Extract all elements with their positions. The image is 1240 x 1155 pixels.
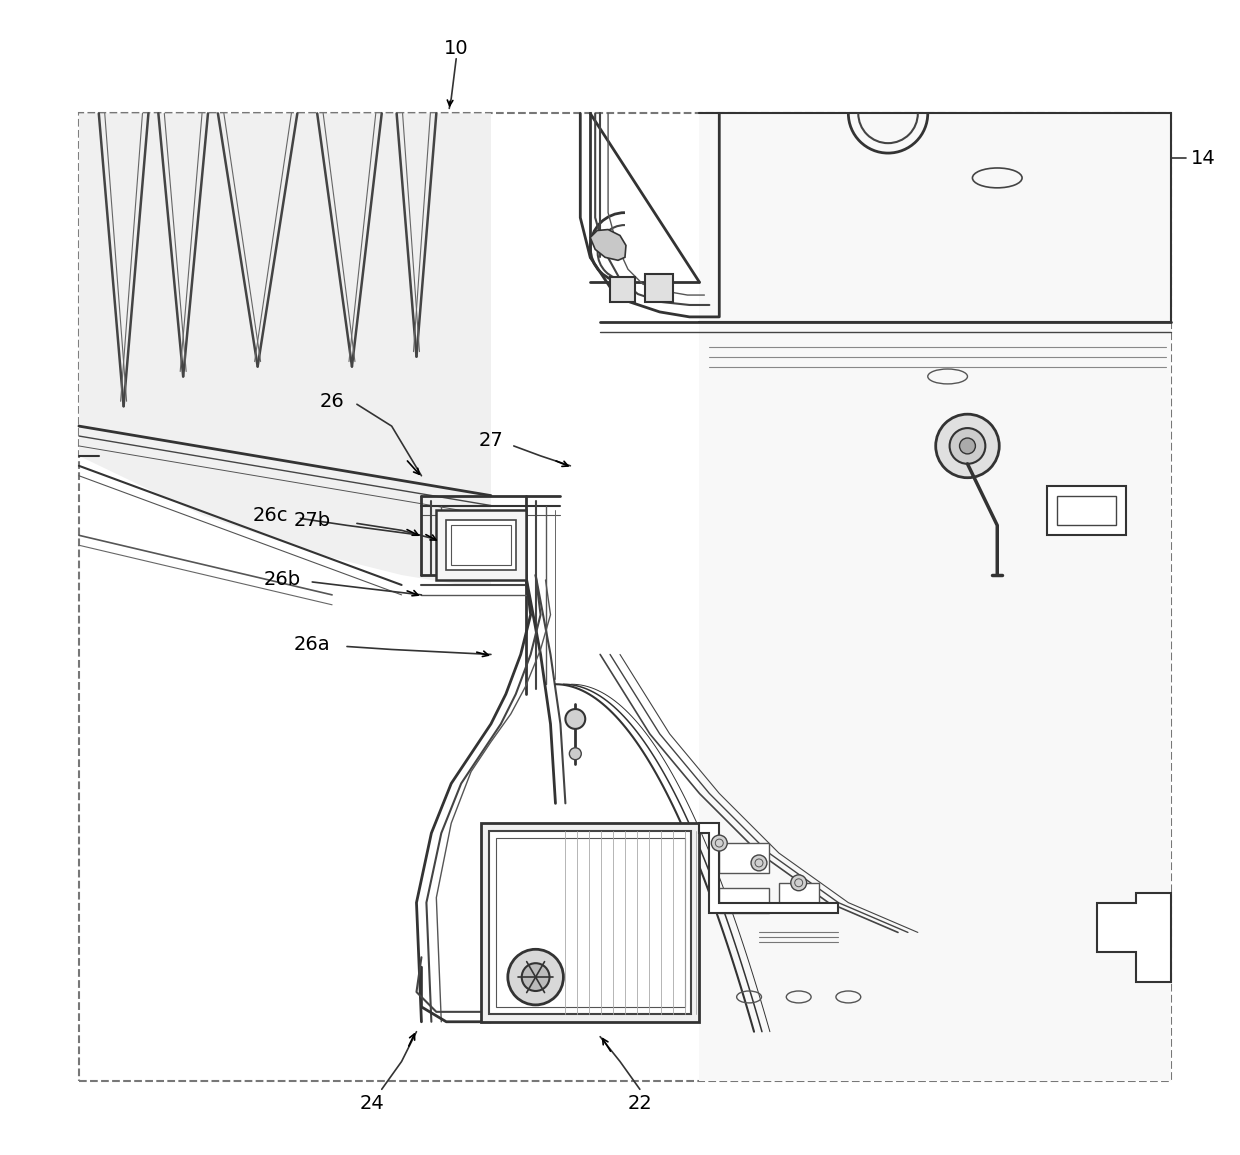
Bar (446, 521, 516, 571)
Bar (779, 882, 818, 903)
Bar (489, 832, 692, 1014)
Text: 26a: 26a (294, 635, 331, 654)
Bar (1047, 485, 1126, 535)
Bar (481, 824, 699, 1022)
Circle shape (751, 855, 766, 871)
Bar (79, 113, 1171, 1081)
Text: 26: 26 (320, 392, 345, 411)
Bar (451, 526, 511, 565)
Polygon shape (699, 824, 838, 912)
Circle shape (508, 949, 563, 1005)
Polygon shape (1096, 893, 1171, 982)
Bar (496, 839, 684, 1007)
Text: 26c: 26c (253, 506, 288, 526)
Text: 10: 10 (444, 39, 469, 59)
Circle shape (791, 874, 807, 891)
Polygon shape (79, 113, 491, 584)
Bar (719, 888, 769, 912)
Polygon shape (699, 113, 1171, 1081)
Text: 27: 27 (479, 432, 503, 450)
Text: 26b: 26b (264, 571, 301, 589)
Circle shape (712, 835, 727, 851)
Polygon shape (590, 230, 626, 260)
Text: 24: 24 (360, 1094, 384, 1112)
Circle shape (522, 963, 549, 991)
Bar (1056, 495, 1116, 526)
Text: 27b: 27b (294, 511, 331, 530)
Circle shape (569, 747, 582, 760)
Circle shape (950, 429, 986, 464)
Circle shape (960, 438, 976, 454)
Circle shape (565, 709, 585, 729)
Bar (436, 511, 526, 580)
Text: 14: 14 (1190, 149, 1215, 167)
Text: 22: 22 (627, 1094, 652, 1112)
Circle shape (936, 415, 999, 478)
Bar (610, 277, 635, 301)
Bar (719, 843, 769, 873)
Bar (645, 274, 672, 301)
